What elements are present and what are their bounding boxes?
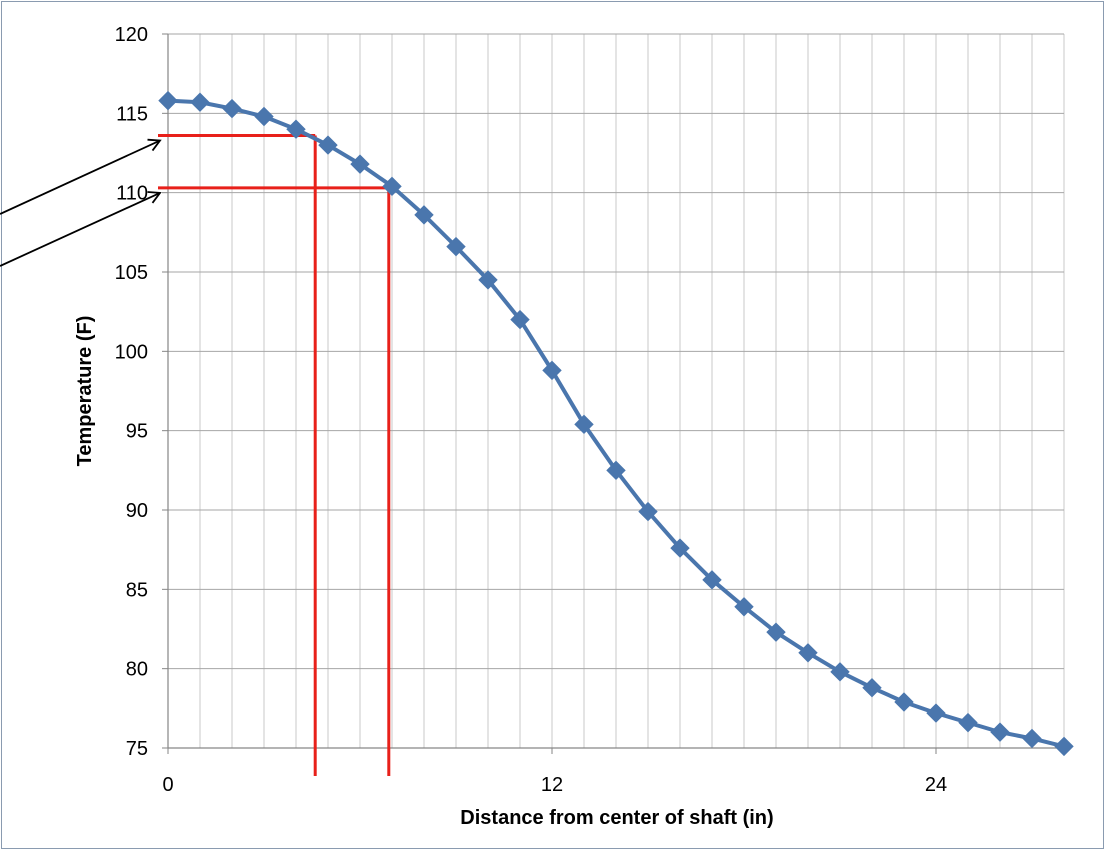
data-point-marker — [734, 597, 754, 617]
data-point-marker — [446, 236, 466, 257]
data-point-marker — [414, 205, 434, 225]
annotation-arrow — [0, 138, 162, 215]
y-tick-label: 120 — [115, 24, 148, 46]
data-point-marker — [286, 119, 306, 139]
data-point-marker — [958, 712, 978, 733]
data-point-marker — [382, 176, 402, 197]
reference-lines — [158, 134, 391, 776]
data-point-marker — [574, 414, 594, 435]
y-tick-label: 110 — [116, 183, 148, 205]
data-point-marker — [158, 90, 178, 111]
data-point-marker — [542, 360, 562, 381]
y-tick-label: 95 — [126, 421, 148, 443]
data-point-marker — [350, 154, 370, 174]
data-point-marker — [1022, 728, 1042, 749]
y-tick-label: 100 — [115, 341, 148, 363]
data-point-marker — [862, 677, 882, 698]
tick-labels: 75 80 85 90 95 100 105 110 115 120 0 12 24 — [115, 24, 948, 796]
data-point-marker — [318, 135, 338, 155]
x-tick-label: 24 — [925, 774, 947, 796]
y-tick-label: 85 — [126, 579, 148, 601]
x-tick-label: 0 — [162, 774, 173, 796]
data-point-marker — [830, 662, 850, 682]
y-tick-label: 105 — [115, 262, 148, 284]
data-point-marker — [606, 460, 626, 481]
axes — [162, 33, 1064, 754]
y-tick-label: 75 — [126, 738, 148, 760]
y-axis-title: Temperature (F) — [74, 316, 96, 467]
data-point-marker — [990, 722, 1010, 742]
data-point-marker — [670, 538, 690, 558]
data-point-marker — [510, 309, 530, 330]
data-point-marker — [1054, 736, 1074, 757]
data-point-marker — [926, 703, 946, 723]
data-point-marker — [894, 692, 914, 712]
data-point-marker — [190, 92, 210, 112]
data-series — [158, 90, 1074, 757]
x-axis-title: Distance from center of shaft (in) — [460, 807, 773, 829]
annotation-arrows — [0, 138, 162, 267]
x-tick-label: 12 — [541, 774, 563, 796]
data-point-marker — [478, 270, 498, 290]
data-point-marker — [702, 570, 722, 590]
data-point-marker — [798, 643, 818, 663]
data-point-marker — [254, 106, 274, 127]
y-tick-label: 115 — [116, 103, 148, 125]
data-point-marker — [766, 622, 786, 642]
y-tick-label: 90 — [126, 500, 148, 522]
annotation-arrow — [0, 191, 162, 267]
data-point-marker — [638, 501, 658, 522]
data-point-marker — [222, 98, 242, 119]
y-tick-label: 80 — [126, 659, 148, 681]
grid-lines — [167, 33, 1065, 749]
